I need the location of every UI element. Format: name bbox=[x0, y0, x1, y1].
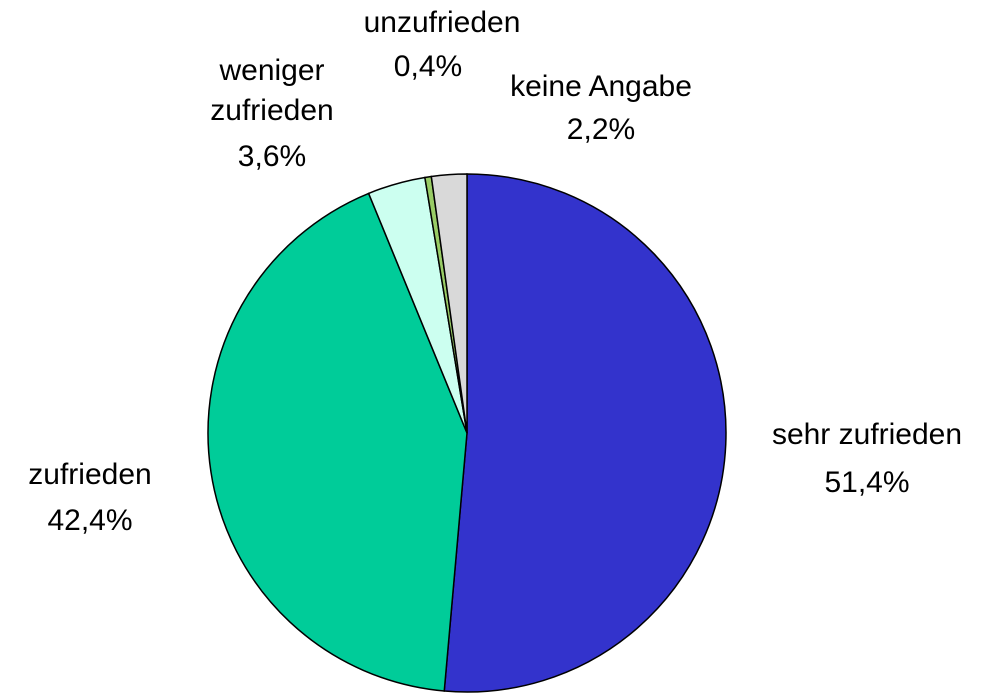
slice-label: zufrieden bbox=[28, 458, 151, 491]
slice-value-label: 0,4% bbox=[394, 50, 462, 83]
pie-slice bbox=[443, 173, 727, 693]
slice-label: sehr zufrieden bbox=[772, 418, 962, 451]
slice-value-label: 2,2% bbox=[567, 113, 635, 146]
slice-label: unzufrieden bbox=[364, 6, 521, 39]
pie-slice bbox=[430, 173, 468, 434]
pie-slice bbox=[207, 192, 468, 692]
slice-value-label: 42,4% bbox=[47, 504, 132, 537]
slice-value-label: 3,6% bbox=[238, 140, 306, 173]
slice-label: weniger zufrieden bbox=[210, 54, 333, 127]
slice-value-label: 51,4% bbox=[824, 466, 909, 499]
slice-label: keine Angabe bbox=[510, 70, 692, 103]
